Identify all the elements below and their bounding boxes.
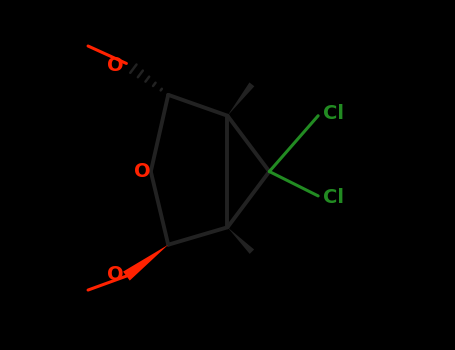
Text: O: O [107,265,124,284]
Polygon shape [228,83,254,116]
Text: O: O [107,56,124,75]
Polygon shape [123,245,168,281]
Polygon shape [228,227,254,254]
Text: O: O [134,162,151,181]
Text: Cl: Cl [324,188,344,207]
Text: Cl: Cl [324,105,344,124]
